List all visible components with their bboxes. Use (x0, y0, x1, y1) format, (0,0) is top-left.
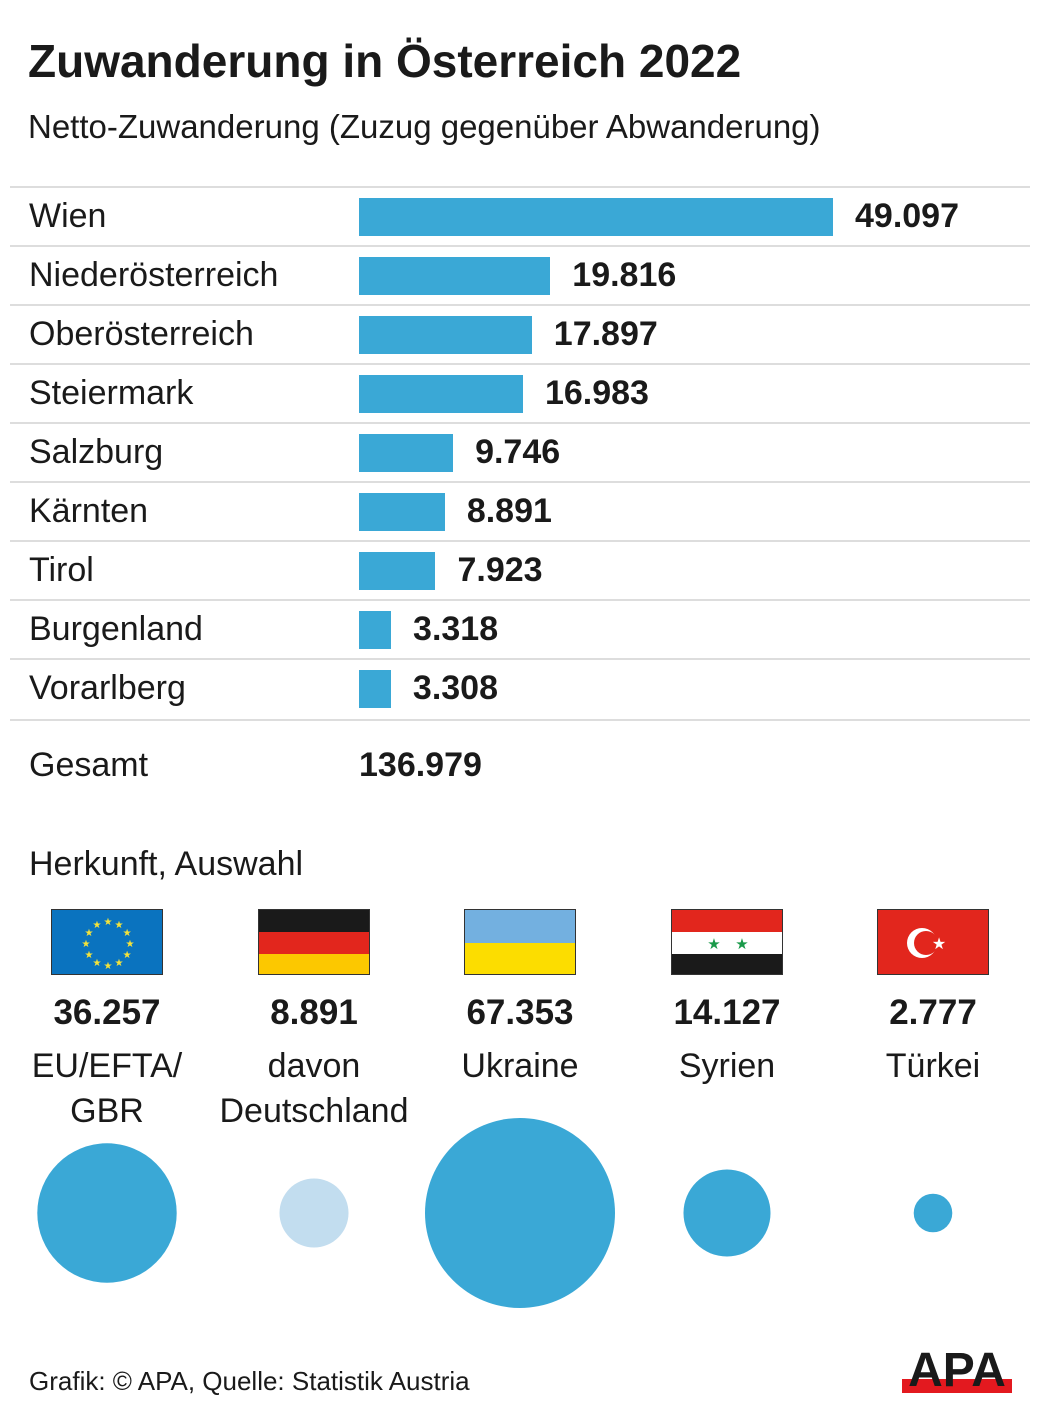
bar (359, 552, 436, 590)
bar-row: Steiermark 16.983 (10, 363, 1030, 424)
bar-row: Oberösterreich 17.897 (10, 304, 1030, 365)
value-label: 16.983 (544, 374, 649, 412)
bar-row: Niederösterreich 19.816 (10, 245, 1030, 306)
bubble (279, 1178, 349, 1248)
bar (359, 375, 523, 413)
bar (359, 257, 551, 295)
origin-value: 67.353 (466, 993, 574, 1032)
total-label: Gesamt (29, 746, 149, 784)
category-label: Niederösterreich (29, 256, 279, 294)
total-value: 136.979 (359, 746, 482, 784)
bar (359, 670, 391, 708)
svg-text:★: ★ (104, 961, 113, 972)
source-note: Grafik: © APA, Quelle: Statistik Austria (29, 1366, 470, 1396)
origin-value: 8.891 (270, 993, 358, 1032)
svg-text:★: ★ (84, 928, 93, 939)
bar-row: Kärnten 8.891 (10, 481, 1030, 542)
bar-row: Tirol 7.923 (10, 540, 1030, 601)
bubble (37, 1143, 177, 1283)
value-label: 7.923 (457, 551, 543, 589)
svg-text:★: ★ (115, 920, 124, 931)
svg-text:★: ★ (735, 936, 748, 953)
bubble (913, 1193, 953, 1233)
chart-subtitle: Netto-Zuwanderung (Zuzug gegenüber Abwan… (28, 108, 821, 145)
bar (359, 316, 532, 354)
origin-label: davon Deutschland (219, 1047, 409, 1130)
svg-text:★: ★ (82, 939, 91, 950)
category-label: Wien (29, 197, 107, 235)
bar (359, 198, 833, 236)
origin-value: 14.127 (673, 993, 781, 1032)
category-label: Vorarlberg (29, 669, 186, 707)
category-label: Salzburg (29, 433, 164, 471)
svg-text:★: ★ (93, 920, 102, 931)
category-label: Burgenland (29, 610, 203, 648)
eu-flag-icon: ★ ★ ★ ★ ★ ★ ★ ★ ★ ★ ★ ★ (51, 909, 164, 976)
svg-text:★: ★ (932, 936, 946, 953)
svg-text:★: ★ (84, 950, 93, 961)
svg-text:★: ★ (115, 958, 124, 969)
svg-text:★: ★ (104, 917, 113, 928)
category-label: Steiermark (29, 374, 194, 412)
bar-row: Vorarlberg 3.308 (10, 658, 1030, 721)
origin-label: Ukraine (461, 1047, 579, 1085)
value-label: 19.816 (572, 256, 677, 294)
bubble (683, 1169, 771, 1257)
bar (359, 434, 454, 472)
bubble (425, 1118, 615, 1308)
value-label: 9.746 (475, 433, 561, 471)
origin-label: Syrien (678, 1047, 776, 1085)
value-label: 49.097 (855, 197, 959, 235)
category-label: Oberösterreich (29, 315, 254, 353)
germany-flag-icon (258, 909, 371, 976)
svg-text:★: ★ (707, 936, 720, 953)
value-label: 8.891 (466, 492, 552, 530)
syria-flag-icon: ★ ★ (671, 909, 784, 976)
turkey-flag-icon: ★ (877, 909, 990, 976)
value-label: 3.308 (412, 669, 499, 707)
bar (359, 611, 392, 649)
category-label: Kärnten (29, 492, 149, 530)
origin-label: EU/EFTA/GBR (31, 1047, 183, 1130)
bar-row: Burgenland 3.318 (10, 599, 1030, 660)
bar (359, 493, 445, 531)
category-label: Tirol (29, 551, 94, 589)
svg-text:★: ★ (126, 939, 135, 950)
svg-text:★: ★ (93, 958, 102, 969)
origin-value: 36.257 (53, 993, 161, 1032)
bar-row: Salzburg 9.746 (10, 422, 1030, 483)
origin-value: 2.777 (889, 993, 977, 1032)
value-label: 3.318 (413, 610, 499, 648)
origin-label: Türkei (885, 1047, 981, 1085)
bar-row: Wien 49.097 (10, 186, 1030, 247)
chart-title: Zuwanderung in Österreich 2022 (28, 35, 742, 87)
value-label: 17.897 (553, 315, 658, 353)
ukraine-flag-icon (464, 909, 577, 976)
origin-heading: Herkunft, Auswahl (29, 845, 304, 883)
svg-text:★: ★ (123, 928, 132, 939)
svg-text:★: ★ (123, 950, 132, 961)
